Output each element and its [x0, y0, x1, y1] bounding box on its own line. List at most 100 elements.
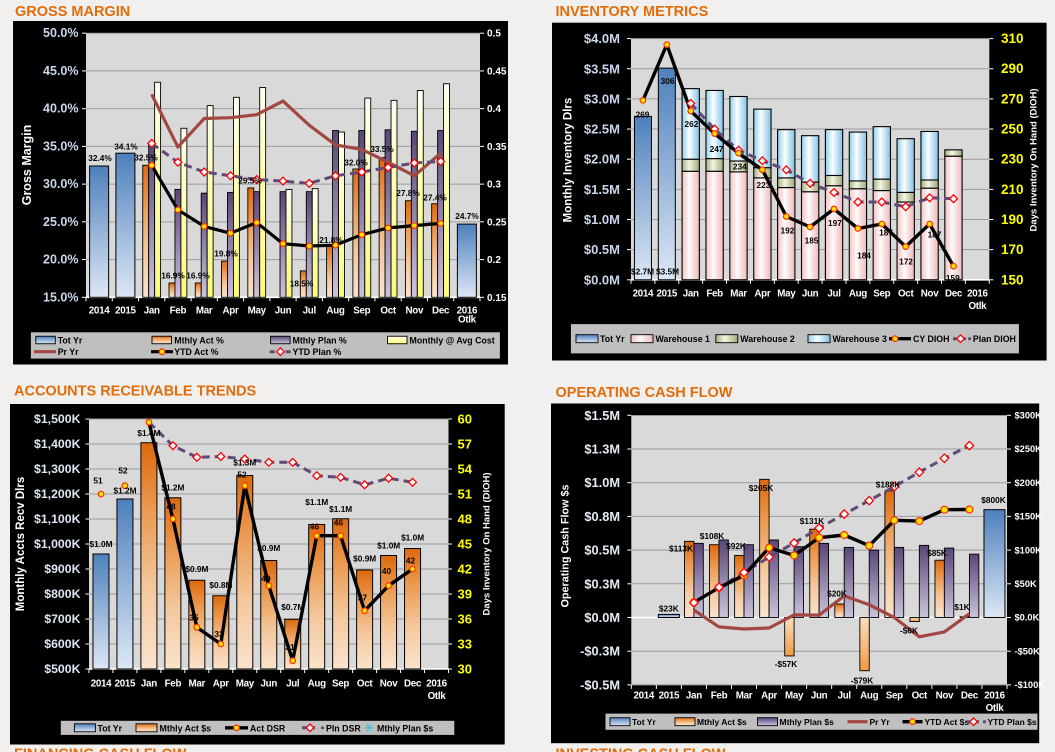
svg-text:$1K: $1K: [954, 602, 969, 612]
svg-text:$1,000K: $1,000K: [34, 537, 81, 551]
svg-text:$23K: $23K: [659, 604, 679, 614]
svg-text:$1.5M: $1.5M: [584, 182, 620, 197]
svg-text:Jan: Jan: [683, 288, 699, 299]
svg-text:57: 57: [458, 436, 472, 451]
svg-text:$92K: $92K: [726, 541, 746, 551]
svg-text:Apr: Apr: [761, 691, 777, 702]
svg-text:2016: 2016: [984, 691, 1005, 702]
svg-text:$2.0M: $2.0M: [584, 152, 620, 167]
svg-text:33: 33: [214, 629, 224, 639]
svg-text:Jan: Jan: [144, 305, 160, 316]
svg-text:Operating Cash Flow $s: Operating Cash Flow $s: [560, 485, 572, 608]
svg-text:$0.8M: $0.8M: [584, 509, 620, 524]
svg-text:27.8%: 27.8%: [396, 188, 420, 198]
svg-text:Apr: Apr: [213, 679, 229, 690]
svg-text:$1.0M: $1.0M: [401, 533, 424, 543]
svg-text:$50K: $50K: [1015, 579, 1038, 589]
svg-text:15.0%: 15.0%: [43, 290, 78, 304]
svg-text:29.5%: 29.5%: [238, 176, 262, 186]
svg-text:Act DSR: Act DSR: [250, 723, 286, 733]
svg-text:40: 40: [261, 574, 271, 584]
svg-text:Nov: Nov: [921, 288, 939, 299]
svg-text:$600K: $600K: [44, 637, 80, 651]
svg-text:2015: 2015: [115, 305, 136, 316]
svg-text:0.4: 0.4: [487, 104, 501, 115]
svg-text:YTD Plan $s: YTD Plan $s: [988, 717, 1037, 727]
svg-text:0.2: 0.2: [487, 255, 501, 266]
svg-text:$20K: $20K: [827, 589, 847, 599]
svg-text:Mthly Plan $s: Mthly Plan $s: [377, 723, 433, 733]
svg-text:Jun: Jun: [811, 691, 828, 702]
svg-text:GROSS MARGIN: GROSS MARGIN: [15, 4, 130, 20]
svg-text:Dec: Dec: [404, 679, 422, 690]
svg-text:Warehouse 3: Warehouse 3: [833, 334, 888, 344]
svg-text:$800K: $800K: [44, 587, 80, 601]
svg-text:16.9%: 16.9%: [161, 271, 185, 281]
svg-text:$0.9M: $0.9M: [185, 564, 208, 574]
svg-text:YTD Act %: YTD Act %: [174, 347, 218, 357]
svg-text:$700K: $700K: [44, 612, 80, 626]
svg-text:-$50K: -$50K: [1015, 646, 1041, 656]
svg-text:Monthly Inventory Dlrs: Monthly Inventory Dlrs: [563, 98, 575, 223]
svg-text:$1.1M: $1.1M: [305, 497, 328, 507]
svg-text:Mthly Act $s: Mthly Act $s: [160, 723, 212, 733]
svg-text:YTD Plan %: YTD Plan %: [293, 347, 342, 357]
svg-text:Monthly Accts Recv Dlrs: Monthly Accts Recv Dlrs: [15, 477, 27, 611]
svg-text:May: May: [777, 288, 796, 299]
svg-text:2016: 2016: [457, 305, 478, 316]
svg-text:$1.0M: $1.0M: [584, 212, 620, 227]
svg-text:197: 197: [828, 218, 842, 228]
svg-text:Aug: Aug: [308, 679, 326, 690]
svg-text:48: 48: [458, 511, 472, 526]
svg-text:OPERATING CASH FLOW: OPERATING CASH FLOW: [556, 385, 733, 401]
svg-text:172: 172: [899, 257, 913, 267]
svg-text:Warehouse 2: Warehouse 2: [740, 334, 795, 344]
svg-text:16.9%: 16.9%: [186, 271, 210, 281]
svg-text:Jun: Jun: [802, 288, 819, 299]
svg-text:32.0%: 32.0%: [344, 158, 368, 168]
svg-text:$1.4M: $1.4M: [137, 428, 160, 438]
svg-text:Sep: Sep: [886, 691, 903, 702]
svg-text:0.15: 0.15: [487, 293, 507, 304]
svg-text:0.45: 0.45: [487, 66, 507, 77]
svg-text:269: 269: [636, 110, 650, 120]
svg-text:$0.0M: $0.0M: [584, 610, 620, 625]
svg-text:33: 33: [458, 636, 472, 651]
svg-text:0.5: 0.5: [487, 29, 501, 40]
svg-text:Feb: Feb: [706, 288, 723, 299]
svg-text:$2.7M: $2.7M: [631, 267, 654, 277]
svg-text:Tot Yr: Tot Yr: [58, 335, 83, 345]
svg-text:Jun: Jun: [261, 679, 278, 690]
svg-text:-$0.5M: -$0.5M: [580, 677, 620, 692]
svg-text:$300K: $300K: [1015, 411, 1043, 421]
svg-text:Dec: Dec: [945, 288, 963, 299]
svg-text:45: 45: [458, 536, 472, 551]
svg-text:290: 290: [1001, 61, 1024, 76]
svg-text:210: 210: [1001, 182, 1024, 197]
svg-text:Jun: Jun: [275, 305, 292, 316]
svg-text:$1.0M: $1.0M: [584, 475, 620, 490]
svg-text:170: 170: [1001, 242, 1024, 257]
svg-text:Jan: Jan: [686, 691, 702, 702]
svg-text:54: 54: [458, 461, 473, 476]
svg-text:51: 51: [458, 486, 472, 501]
svg-text:223: 223: [756, 180, 770, 190]
svg-text:Mar: Mar: [736, 691, 753, 702]
svg-text:Plan DIOH: Plan DIOH: [973, 334, 1016, 344]
svg-text:$0.5M: $0.5M: [584, 543, 620, 558]
svg-text:Jul: Jul: [286, 679, 300, 690]
svg-text:150: 150: [1001, 272, 1024, 287]
svg-text:36: 36: [458, 611, 472, 626]
svg-text:$131K: $131K: [800, 516, 824, 526]
svg-text:$1.0M: $1.0M: [89, 539, 112, 549]
svg-text:$0.7M: $0.7M: [281, 602, 304, 612]
svg-text:187: 187: [928, 230, 942, 240]
svg-text:$1.2M: $1.2M: [161, 482, 184, 492]
svg-text:Oct: Oct: [380, 305, 396, 316]
svg-text:Pr Yr: Pr Yr: [870, 717, 891, 727]
svg-text:Gross Margin: Gross Margin: [20, 125, 34, 206]
svg-text:$188K: $188K: [876, 480, 900, 490]
svg-text:-$0.3M: -$0.3M: [580, 644, 620, 659]
svg-text:25.0%: 25.0%: [43, 215, 78, 229]
svg-text:Pln DSR: Pln DSR: [326, 723, 361, 733]
